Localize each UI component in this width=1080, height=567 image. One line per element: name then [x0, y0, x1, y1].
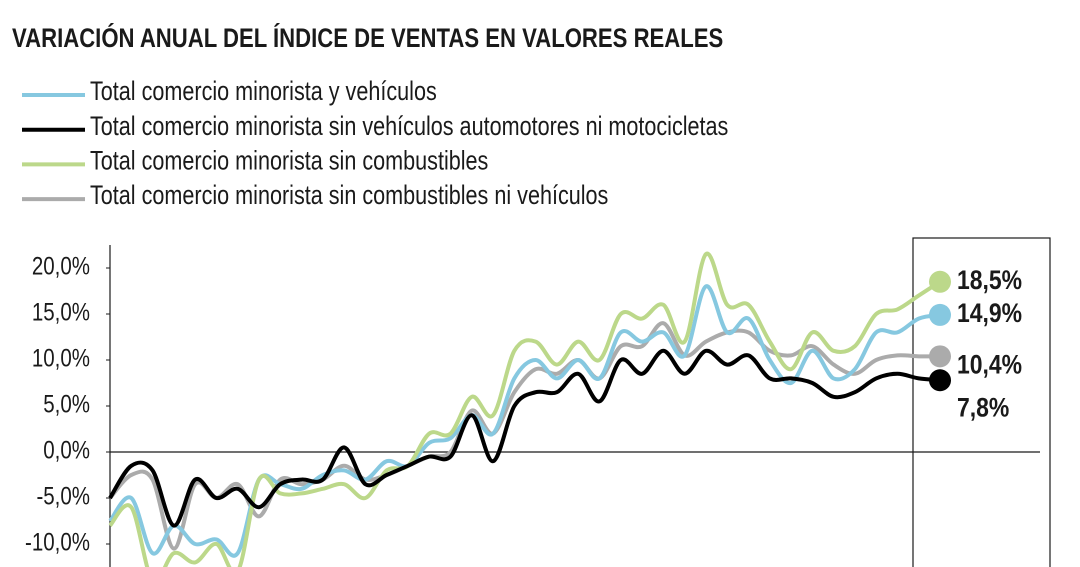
y-tick-label: 0,0% — [43, 436, 90, 464]
y-tick: 0,0% — [43, 436, 90, 464]
series-line — [108, 321, 941, 551]
y-tick: -5,0% — [36, 482, 90, 510]
end-label: 7,8% — [957, 393, 1009, 423]
series-line — [108, 348, 941, 528]
end-label: 14,9% — [957, 298, 1022, 328]
series-line — [108, 284, 941, 558]
series-line — [108, 252, 942, 567]
end-label: 10,4% — [957, 350, 1022, 380]
end-marker — [929, 369, 951, 392]
end-marker — [929, 270, 951, 293]
value-label: 7,8% — [957, 393, 1009, 423]
end-marker — [929, 345, 951, 368]
legend-item: Total comercio minorista y vehículos — [90, 77, 437, 107]
y-tick-label: 20,0% — [32, 252, 90, 280]
chart-title: VARIACIÓN ANUAL DEL ÍNDICE DE VENTAS EN … — [12, 23, 723, 54]
legend-item: Total comercio minorista sin combustible… — [90, 181, 608, 211]
y-tick-label: 5,0% — [43, 390, 90, 418]
y-tick-label: -10,0% — [25, 528, 90, 556]
legend-item: Total comercio minorista sin vehículos a… — [90, 112, 728, 142]
y-tick-label: 10,0% — [32, 344, 90, 372]
y-tick: -10,0% — [25, 528, 90, 556]
legend-label: Total comercio minorista sin combustible… — [90, 146, 488, 176]
y-tick: 20,0% — [32, 252, 90, 280]
end-marker — [929, 303, 951, 326]
value-label: 14,9% — [957, 298, 1022, 328]
legend-label: Total comercio minorista y vehículos — [90, 77, 437, 107]
y-tick: 15,0% — [32, 298, 90, 326]
title-group: VARIACIÓN ANUAL DEL ÍNDICE DE VENTAS EN … — [12, 23, 723, 54]
y-tick: 10,0% — [32, 344, 90, 372]
value-label: 18,5% — [957, 265, 1022, 295]
end-label: 18,5% — [957, 265, 1022, 295]
highlight-box — [912, 237, 1051, 567]
legend-label: Total comercio minorista sin vehículos a… — [90, 112, 728, 142]
legend-label: Total comercio minorista sin combustible… — [90, 181, 608, 211]
value-label: 10,4% — [957, 350, 1022, 380]
y-tick-label: 15,0% — [32, 298, 90, 326]
y-tick-label: -5,0% — [36, 482, 90, 510]
y-tick: 5,0% — [43, 390, 90, 418]
legend-item: Total comercio minorista sin combustible… — [90, 146, 488, 176]
